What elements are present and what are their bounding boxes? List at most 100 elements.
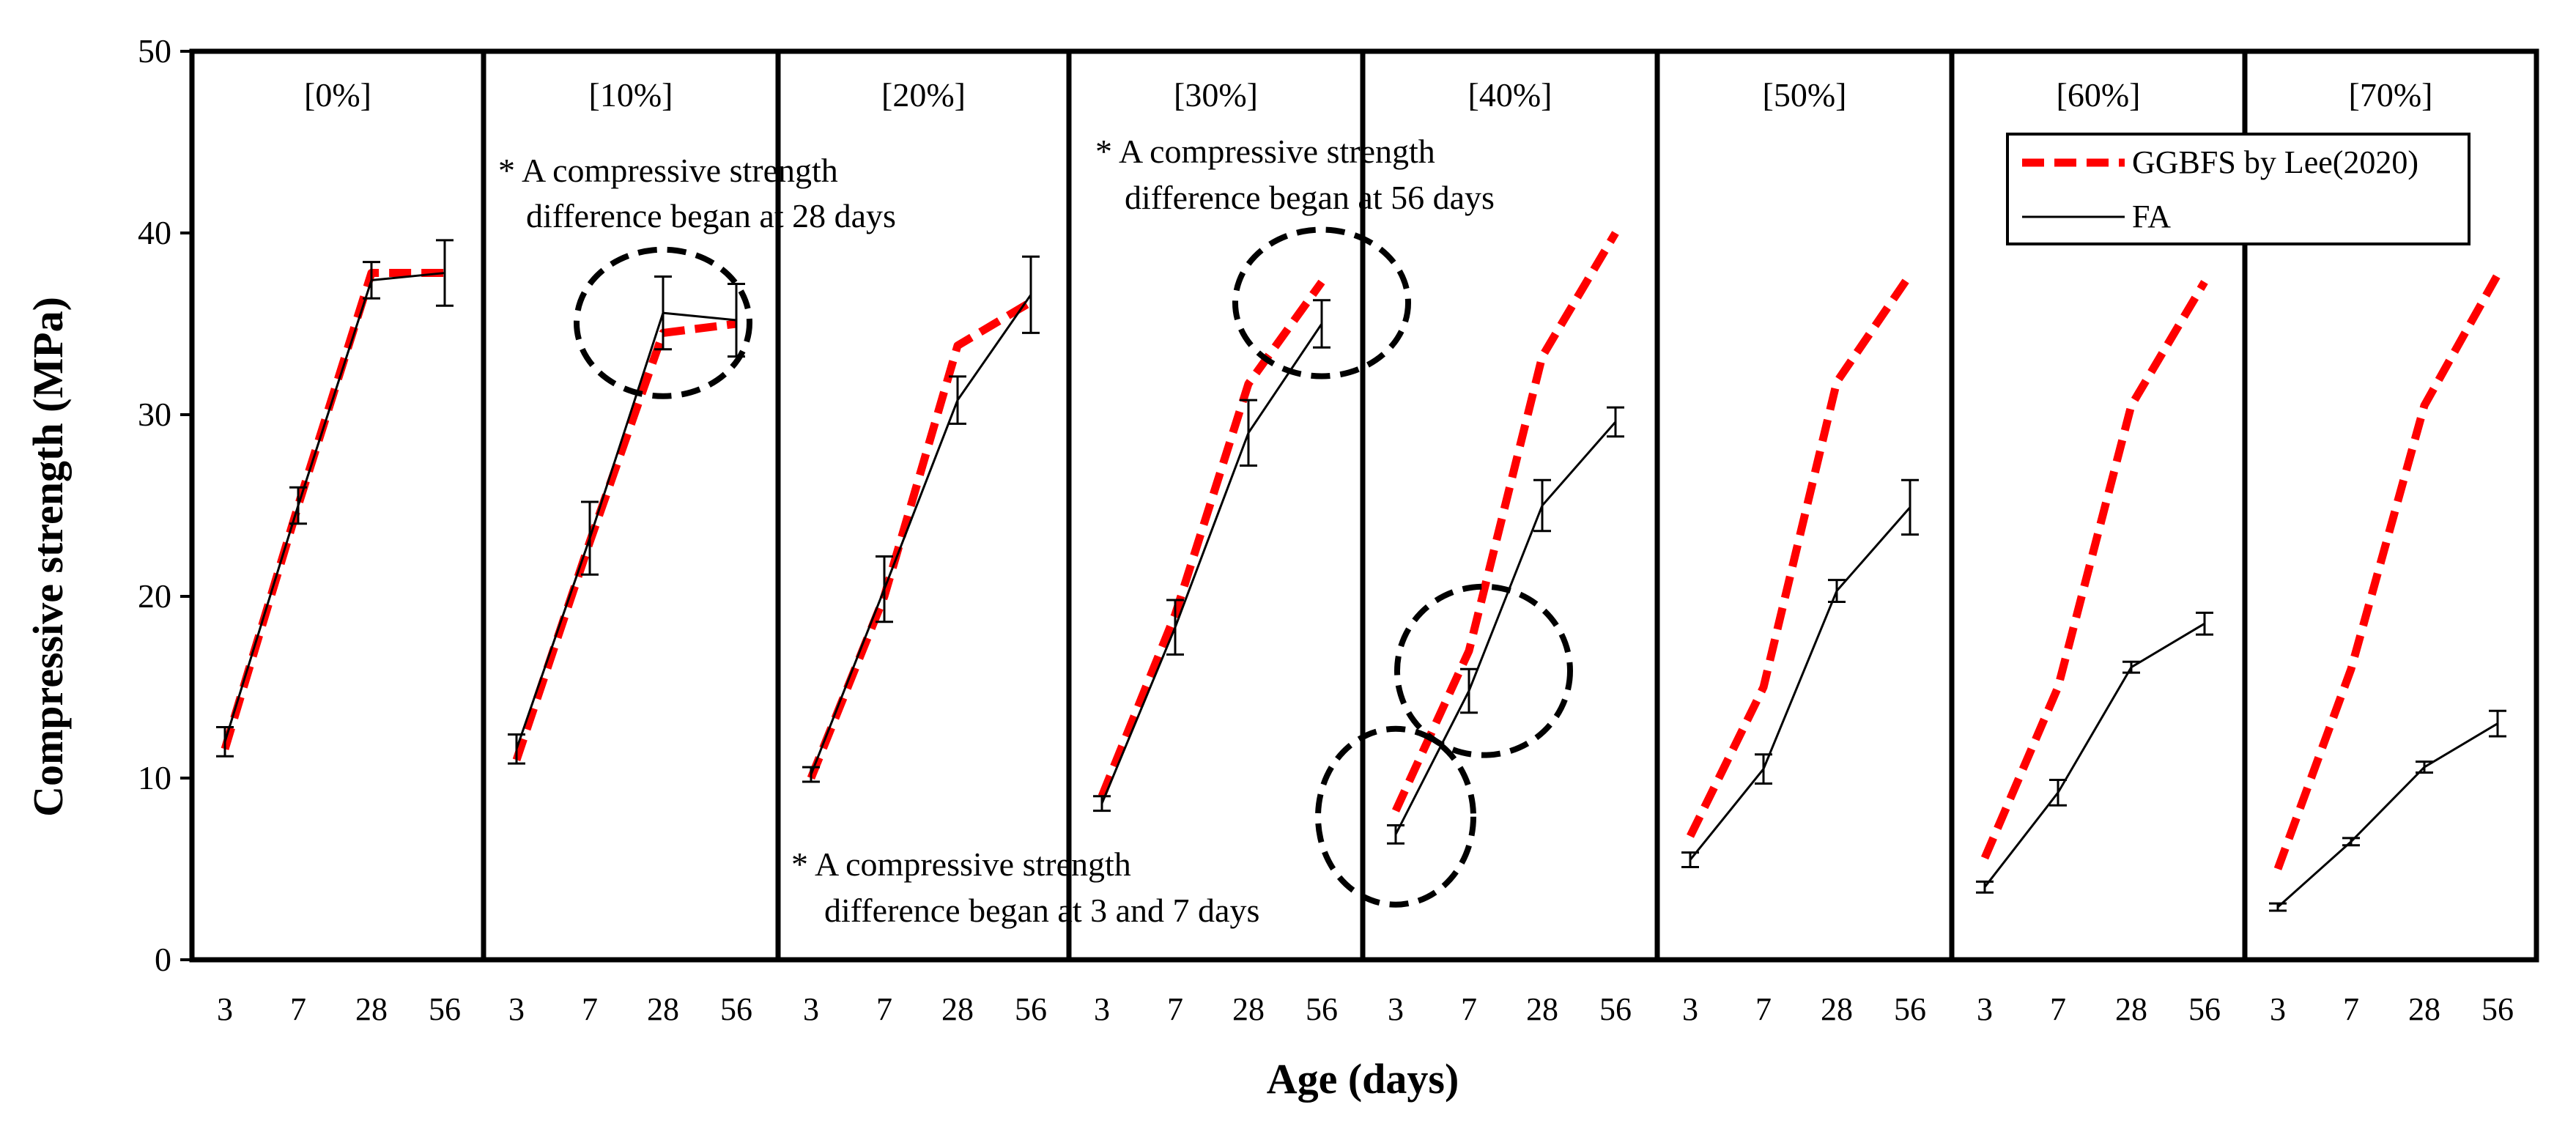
x-tick-label: 3 <box>2270 991 2286 1027</box>
x-tick-label: 28 <box>941 991 974 1027</box>
x-tick-label: 28 <box>647 991 679 1027</box>
x-tick-label: 28 <box>355 991 388 1027</box>
series-line-fa <box>1689 506 1911 861</box>
series-line-fa <box>1394 421 1617 835</box>
fa-error-bar <box>802 766 820 783</box>
panel-label: [70%] <box>2349 76 2433 114</box>
panel-label: [40%] <box>1468 76 1552 114</box>
series-line-fa <box>2277 722 2498 908</box>
fa-error-bar <box>1681 851 1699 869</box>
x-tick-label: 56 <box>2481 991 2514 1027</box>
panel-label: [20%] <box>881 76 966 114</box>
fa-error-bar <box>2416 760 2433 774</box>
panel-label: [0%] <box>304 76 371 114</box>
annotation-text: difference began at 28 days <box>526 197 896 234</box>
annotation-text: difference began at 56 days <box>1125 179 1495 216</box>
series-line-fa <box>1983 622 2205 888</box>
fa-error-bar <box>2489 709 2506 738</box>
y-tick-label: 10 <box>138 759 171 796</box>
x-tick-label: 7 <box>1167 991 1183 1027</box>
x-axis-label: Age (days) <box>1267 1055 1459 1103</box>
x-tick-label: 28 <box>1821 991 1853 1027</box>
highlight-circle <box>1232 226 1411 380</box>
x-tick-label: 7 <box>582 991 598 1027</box>
series-line-ggbfs <box>221 269 445 750</box>
annotation-text: difference began at 3 and 7 days <box>824 892 1259 929</box>
y-tick-label: 40 <box>138 214 171 251</box>
x-tick-label: 7 <box>2343 991 2359 1027</box>
legend-label-ggbfs: GGBFS by Lee(2020) <box>2132 144 2418 180</box>
annotation-text: * A compressive strength <box>498 152 838 189</box>
x-tick-label: 56 <box>720 991 752 1027</box>
x-tick-label: 3 <box>1388 991 1404 1027</box>
series-line-fa <box>810 294 1032 775</box>
fa-error-bar <box>436 239 454 307</box>
series-line-fa <box>223 272 445 742</box>
fa-error-bar <box>949 375 966 425</box>
series-line-ggbfs <box>1098 279 1325 798</box>
series-line-ggbfs <box>2273 273 2501 870</box>
fa-error-bar <box>508 733 525 765</box>
fa-error-bar <box>654 275 672 351</box>
y-tick-label: 0 <box>155 941 171 978</box>
legend-box <box>2006 133 2470 245</box>
fa-error-bar <box>2049 778 2067 807</box>
highlight-circle <box>1315 725 1476 908</box>
panel-label: [50%] <box>1763 76 1847 114</box>
fa-error-bar <box>1166 599 1184 656</box>
legend-label-fa: FA <box>2132 199 2171 234</box>
highlight-circle <box>574 246 752 399</box>
x-tick-label: 3 <box>1682 991 1698 1027</box>
x-tick-label: 3 <box>803 991 819 1027</box>
x-tick-label: 56 <box>1894 991 1926 1027</box>
series-line-ggbfs <box>1980 280 2208 860</box>
x-tick-label: 3 <box>508 991 525 1027</box>
y-tick-label: 50 <box>138 32 171 70</box>
fa-error-bar <box>1607 406 1624 438</box>
series-line-ggbfs <box>512 319 737 761</box>
fa-error-bar <box>1093 795 1111 812</box>
x-tick-label: 28 <box>2408 991 2440 1027</box>
series-line-ggbfs <box>807 298 1033 780</box>
fa-error-bar <box>289 486 307 525</box>
x-tick-label: 7 <box>1755 991 1772 1027</box>
fa-error-bar <box>2342 837 2360 847</box>
fa-error-bar <box>1460 667 1478 714</box>
y-tick-label: 30 <box>138 396 171 433</box>
y-axis-label: Compressive strength (MPa) <box>24 297 72 817</box>
x-tick-label: 7 <box>2050 991 2066 1027</box>
fa-error-bar <box>1313 299 1330 349</box>
x-tick-label: 7 <box>290 991 306 1027</box>
legend: GGBFS by Lee(2020) FA <box>2006 133 2470 245</box>
x-tick-label: 56 <box>1306 991 1338 1027</box>
fa-error-bar <box>2122 660 2140 674</box>
panel-label: [30%] <box>1174 76 1258 114</box>
series-line-ggbfs <box>1391 231 1619 812</box>
x-tick-label: 28 <box>2115 991 2147 1027</box>
y-tick-label: 20 <box>138 577 171 615</box>
series-line-fa <box>515 311 737 749</box>
panel-label: [60%] <box>2057 76 2141 114</box>
fa-error-bar <box>581 500 599 576</box>
fa-error-bar <box>1533 478 1551 533</box>
x-tick-label: 56 <box>429 991 461 1027</box>
x-tick-label: 28 <box>1232 991 1265 1027</box>
x-tick-label: 3 <box>1977 991 1993 1027</box>
x-tick-label: 56 <box>2188 991 2221 1027</box>
x-tick-label: 3 <box>217 991 233 1027</box>
series-line-fa <box>1100 323 1323 804</box>
fa-error-bar <box>1901 478 1919 536</box>
annotation-text: * A compressive strength <box>1095 133 1435 170</box>
panel-label: [10%] <box>589 76 673 114</box>
fa-error-bar <box>2196 611 2213 636</box>
x-tick-label: 56 <box>1599 991 1632 1027</box>
fa-error-bar <box>1976 880 1994 894</box>
series-line-ggbfs <box>1687 272 1914 838</box>
highlight-circle <box>1394 583 1573 758</box>
fa-error-bar <box>216 726 234 758</box>
fa-error-bar <box>1022 255 1040 334</box>
fa-error-bar <box>1387 823 1404 845</box>
x-tick-label: 7 <box>876 991 892 1027</box>
fa-error-bar <box>363 261 380 300</box>
